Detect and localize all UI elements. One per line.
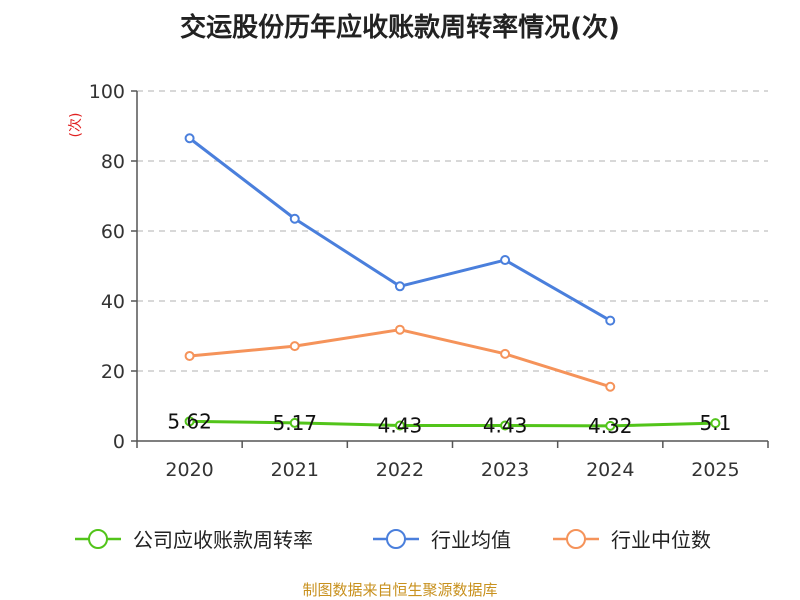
data-label: 4.43	[483, 413, 528, 437]
legend-label: 行业均值	[431, 528, 511, 552]
data-point[interactable]	[184, 416, 195, 427]
y-tick-label: 80	[101, 151, 125, 173]
y-tick-label: 100	[89, 81, 125, 103]
data-point[interactable]	[394, 324, 405, 335]
x-tick-label: 2022	[376, 459, 424, 481]
series-line	[188, 328, 612, 389]
data-label: 5.62	[167, 409, 212, 433]
series-0: 5.62 5.17 4.43 4.43 4.32 5.1	[167, 409, 731, 438]
x-tick-label: 2025	[691, 459, 739, 481]
data-point[interactable]	[289, 213, 300, 224]
x-tick-label: 2020	[165, 459, 213, 481]
data-point[interactable]	[605, 315, 616, 326]
y-tick-label: 0	[113, 431, 125, 453]
data-point[interactable]	[500, 255, 511, 266]
series-layer: 5.62 5.17 4.43 4.43 4.32 5.1	[167, 133, 731, 438]
legend-item-1[interactable]: 行业均值	[373, 528, 511, 552]
data-point[interactable]	[710, 418, 721, 429]
y-tick-label: 40	[101, 291, 125, 313]
legend-item-0[interactable]: 公司应收账款周转率	[75, 528, 313, 552]
x-tick-label: 2023	[481, 459, 529, 481]
legend-marker	[566, 529, 586, 549]
axes: 0 20 40 60 80 100 2020 2021 2022 2023 2024 2025	[89, 81, 769, 481]
x-tick-label: 2021	[271, 459, 319, 481]
data-point[interactable]	[289, 341, 300, 352]
series-2	[184, 324, 616, 392]
legend[interactable]: 公司应收账款周转率 行业均值 行业中位数	[75, 528, 711, 552]
legend-label: 公司应收账款周转率	[133, 528, 313, 552]
y-tick-label: 20	[101, 361, 125, 383]
legend-marker	[88, 529, 108, 549]
data-point[interactable]	[394, 420, 405, 431]
data-point[interactable]	[184, 350, 195, 361]
source-note: 制图数据来自恒生聚源数据库	[302, 581, 497, 599]
legend-item-2[interactable]: 行业中位数	[553, 528, 711, 552]
series-line	[188, 419, 717, 428]
chart-title: 交运股份历年应收账款周转率情况(次)	[180, 12, 620, 43]
legend-marker	[386, 529, 406, 549]
gridlines	[137, 90, 768, 372]
data-point[interactable]	[605, 381, 616, 392]
y-tick-label: 60	[101, 221, 125, 243]
data-point[interactable]	[289, 417, 300, 428]
data-label: 4.43	[378, 413, 423, 437]
data-point[interactable]	[605, 420, 616, 431]
x-tick-label: 2024	[586, 459, 634, 481]
y-axis-label: (次)	[68, 113, 84, 138]
data-point[interactable]	[394, 281, 405, 292]
legend-label: 行业中位数	[611, 528, 711, 552]
data-label: 5.17	[272, 411, 317, 435]
data-label: 4.32	[588, 414, 633, 438]
data-point[interactable]	[184, 133, 195, 144]
series-line	[188, 136, 612, 323]
data-label: 5.1	[700, 411, 732, 435]
series-1	[184, 133, 616, 326]
data-point[interactable]	[500, 348, 511, 359]
data-point[interactable]	[500, 420, 511, 431]
